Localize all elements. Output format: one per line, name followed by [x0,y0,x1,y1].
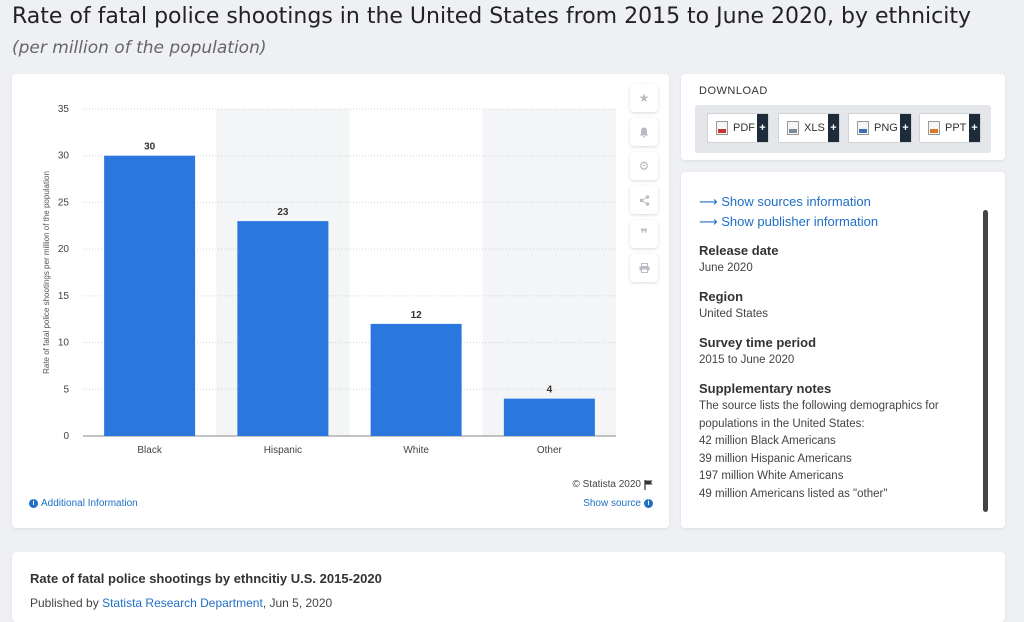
survey-period-label: Survey time period [699,335,817,350]
notes-line: 197 million White Americans [699,470,844,482]
region-label: Region [699,289,744,304]
arrow-right-icon: ⟶ [699,194,718,209]
bar-chart: 0 5 10 15 20 25 30 35 30 Black 23 Hispanic 12 White 4 O… [42,104,616,456]
show-sources-link[interactable]: ⟶ Show sources information [699,194,871,210]
additional-information-label: Additional Information [41,498,138,509]
download-pdf-button[interactable]: PDF + [707,113,769,143]
y-tick-label: 15 [58,291,70,302]
copyright: © Statista 2020 [572,479,653,490]
show-sources-label: Show sources information [721,194,871,209]
info-icon: i [644,499,653,508]
y-tick-label: 35 [58,104,70,115]
show-publisher-label: Show publisher information [721,214,879,229]
star-icon[interactable]: ★ [630,84,658,112]
category-band [482,109,616,436]
page-subtitle: (per million of the population) [12,38,267,58]
data-label: 30 [144,142,156,153]
notes-line: 42 million Black Americans [699,435,836,447]
plus-icon: + [757,114,768,142]
y-tick-label: 25 [58,197,70,208]
share-icon[interactable] [630,186,658,214]
x-tick-label: Black [137,445,162,456]
plus-icon: + [828,114,839,142]
release-date-label: Release date [699,243,779,258]
y-tick-label: 0 [63,431,69,442]
published-date: , Jun 5, 2020 [262,596,333,610]
bar [370,323,462,436]
xls-file-icon [787,121,799,135]
additional-information-link[interactable]: i Additional Information [29,498,138,509]
bell-icon[interactable] [630,118,658,146]
x-tick-label: Other [537,445,563,456]
published-by: Published by Statista Research Departmen… [30,596,332,610]
download-card: DOWNLOAD PDF + XLS + PNG + PPT + [681,74,1005,160]
download-title: DOWNLOAD [699,85,768,97]
data-label: 12 [411,310,423,321]
download-ppt-label: PPT [945,122,967,134]
download-xls-label: XLS [804,122,825,134]
notes-line: The source lists the following demograph… [699,400,939,430]
download-xls-button[interactable]: XLS + [778,113,840,143]
show-source-label: Show source [583,498,641,509]
download-png-label: PNG [874,122,898,134]
x-tick-label: White [403,445,429,456]
page-title: Rate of fatal police shootings in the Un… [12,4,972,29]
bar [104,155,196,436]
chart-toolbar: ★ ⚙ ❞ [630,84,660,288]
survey-period-value: 2015 to June 2020 [699,354,795,366]
publisher-link[interactable]: Statista Research Department [102,596,263,610]
data-label: 23 [277,207,289,218]
download-ppt-button[interactable]: PPT + [919,113,981,143]
show-publisher-link[interactable]: ⟶ Show publisher information [699,214,878,230]
bar [237,221,329,436]
y-tick-label: 5 [63,384,69,395]
data-label: 4 [547,385,553,396]
y-tick-label: 10 [58,338,70,349]
pdf-file-icon [716,121,728,135]
y-tick-label: 30 [58,151,70,162]
quote-icon[interactable]: ❞ [630,220,658,248]
region-value: United States [699,308,769,320]
copyright-text: © Statista 2020 [572,479,641,490]
info-icon: i [29,499,38,508]
published-prefix: Published by [30,596,99,610]
plus-icon: + [969,114,980,142]
download-buttons: PDF + XLS + PNG + PPT + [695,105,991,153]
plus-icon: + [900,114,911,142]
statistic-summary-card: Rate of fatal police shootings by ethnci… [12,552,1005,622]
y-tick-label: 20 [58,244,70,255]
print-icon[interactable] [630,254,658,282]
chart-card: 0 5 10 15 20 25 30 35 30 Black 23 Hispanic 12 White 4 O… [12,74,669,528]
notes-line: 49 million Americans listed as "other" [699,487,888,500]
supplementary-notes-label: Supplementary notes [699,381,832,396]
download-pdf-label: PDF [733,122,755,134]
info-card: ⟶ Show sources information ⟶ Show publis… [681,172,1005,528]
gear-icon[interactable]: ⚙ [630,152,658,180]
show-source-link[interactable]: Show source i [583,498,653,509]
download-png-button[interactable]: PNG + [848,113,912,143]
ppt-file-icon [928,121,940,135]
notes-line: 39 million Hispanic Americans [699,452,852,465]
scrollbar-thumb[interactable] [983,210,988,512]
x-tick-label: Hispanic [264,445,302,456]
y-axis-label: Rate of fatal police shootings per milli… [42,171,51,374]
supplementary-notes: The source lists the following demograph… [699,398,969,503]
arrow-right-icon: ⟶ [699,214,718,229]
statistic-title: Rate of fatal police shootings by ethnci… [30,571,382,586]
bar [503,398,595,436]
release-date-value: June 2020 [699,262,753,274]
png-file-icon [857,121,869,135]
flag-icon [644,479,653,490]
